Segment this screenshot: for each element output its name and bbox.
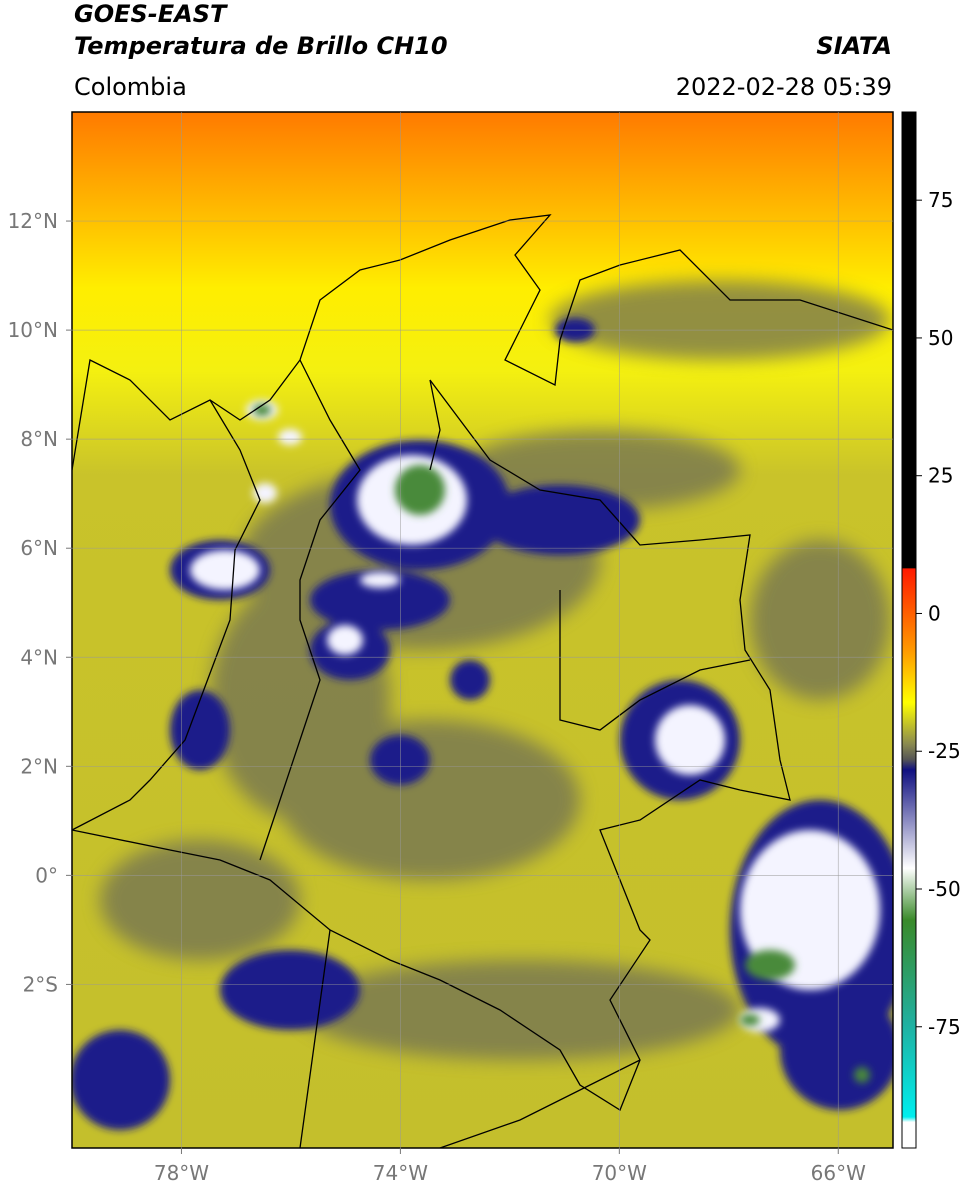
colorbar-tick-label: -25 (928, 739, 961, 763)
colorbar (901, 111, 917, 1149)
title-line1: GOES-EAST (74, 0, 228, 28)
colorbar-tick-label: -75 (928, 1015, 961, 1039)
title-line2: Temperatura de Brillo CH10 (74, 32, 448, 60)
y-tick-label: 6°N (20, 536, 58, 560)
x-tick-label: 70°W (592, 1161, 647, 1185)
y-tick-label: 8°N (20, 427, 58, 451)
timestamp: 2022-02-28 05:39 (676, 73, 892, 101)
colorbar-tick-label: 50 (928, 326, 953, 350)
x-tick-label: 66°W (811, 1161, 866, 1185)
colorbar-tick-label: -50 (928, 877, 961, 901)
x-tick-label: 78°W (154, 1161, 209, 1185)
colorbar-tick-label: 75 (928, 188, 953, 212)
colorbar-tick-label: 0 (928, 601, 941, 625)
y-tick-label: 12°N (8, 209, 58, 233)
y-tick-label: 10°N (8, 318, 58, 342)
y-tick-label: 2°S (23, 972, 58, 996)
region: Colombia (74, 73, 187, 101)
x-tick-label: 74°W (373, 1161, 428, 1185)
source: SIATA (816, 32, 892, 60)
y-tick-label: 0° (35, 863, 58, 887)
colorbar-tick-label: 25 (928, 464, 953, 488)
map-frame (71, 111, 894, 1149)
satellite-image (72, 112, 893, 1148)
y-tick-label: 4°N (20, 645, 58, 669)
y-tick-label: 2°N (20, 754, 58, 778)
